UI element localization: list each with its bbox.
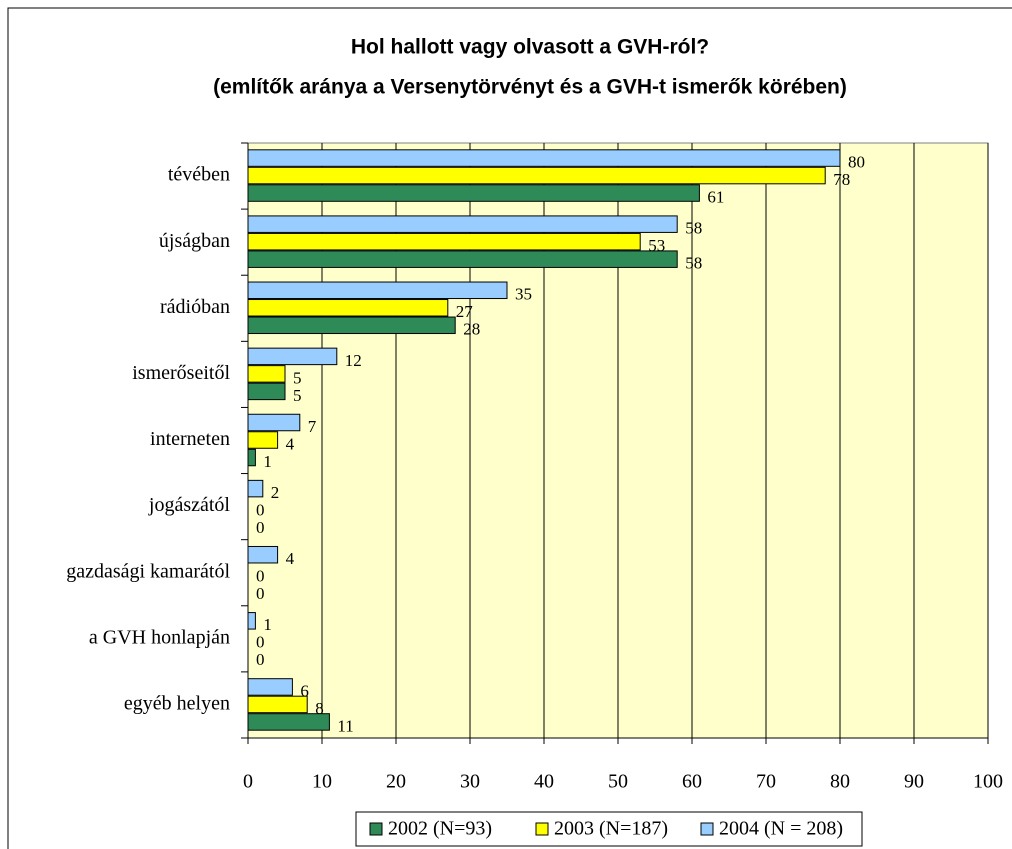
y-tick-label: a GVH honlapján xyxy=(89,626,230,648)
bar xyxy=(247,250,678,268)
bar xyxy=(247,281,508,300)
data-label: 0 xyxy=(256,584,265,603)
bar xyxy=(247,612,256,630)
data-label: 61 xyxy=(707,187,724,206)
bar xyxy=(247,713,330,731)
y-tick-label: interneten xyxy=(150,428,230,450)
bar xyxy=(247,382,286,401)
y-tick-label: rádióban xyxy=(160,296,230,318)
x-tick-label: 40 xyxy=(534,771,554,793)
data-label: 5 xyxy=(293,386,302,405)
legend-box xyxy=(355,811,863,847)
data-label: 27 xyxy=(456,302,474,321)
bar xyxy=(247,448,256,467)
bar xyxy=(247,215,678,233)
x-tick-label: 50 xyxy=(608,771,628,793)
x-tick-label: 30 xyxy=(460,771,480,793)
legend-label: 2004 (N = 208) xyxy=(719,818,843,840)
data-label: 4 xyxy=(286,434,295,453)
x-tick-label: 70 xyxy=(756,771,776,793)
x-tick-label: 100 xyxy=(973,771,1003,793)
data-label: 0 xyxy=(256,567,265,586)
data-label: 7 xyxy=(308,417,317,436)
data-label: 0 xyxy=(256,501,265,520)
x-tick-label: 10 xyxy=(312,771,332,793)
bar xyxy=(247,299,449,317)
data-label: 80 xyxy=(848,152,865,171)
data-label: 35 xyxy=(515,285,532,304)
y-tick-label: újságban xyxy=(159,230,230,252)
data-label: 12 xyxy=(345,351,362,370)
y-tick-label: tévében xyxy=(168,164,230,186)
bar xyxy=(247,184,700,202)
y-tick-label: ismerőseitől xyxy=(132,362,230,384)
legend-swatch xyxy=(535,822,549,836)
legend-swatch xyxy=(700,822,714,836)
data-label: 6 xyxy=(300,681,309,700)
data-label: 8 xyxy=(315,699,324,718)
data-label: 1 xyxy=(263,615,272,634)
data-label: 0 xyxy=(256,633,265,652)
x-tick-label: 60 xyxy=(682,771,702,793)
bar xyxy=(247,479,264,498)
data-label: 11 xyxy=(337,716,353,735)
bar xyxy=(247,166,826,185)
data-label: 78 xyxy=(833,170,850,189)
data-label: 0 xyxy=(256,650,265,669)
bar xyxy=(247,678,293,696)
data-label: 58 xyxy=(685,219,702,238)
y-tick-label: egyéb helyen xyxy=(124,693,230,715)
data-label: 4 xyxy=(286,549,295,568)
data-label: 1 xyxy=(263,452,272,471)
y-tick-label: jogászától xyxy=(148,494,231,516)
bar xyxy=(247,695,308,714)
bar xyxy=(247,413,301,432)
x-tick-label: 20 xyxy=(386,771,406,793)
chart-subtitle: (említők aránya a Versenytörvényt és a G… xyxy=(213,76,847,99)
legend-swatch xyxy=(369,822,383,836)
data-label: 5 xyxy=(293,368,302,387)
bar xyxy=(247,365,286,383)
x-tick-label: 0 xyxy=(243,771,253,793)
data-label: 0 xyxy=(256,518,265,537)
bar xyxy=(247,232,641,251)
x-tick-label: 80 xyxy=(830,771,850,793)
legend-label: 2002 (N=93) xyxy=(388,818,492,840)
data-label: 58 xyxy=(685,254,702,273)
bar xyxy=(247,347,338,366)
bar xyxy=(247,149,841,167)
x-tick-label: 90 xyxy=(904,771,924,793)
data-label: 28 xyxy=(463,320,480,339)
bar xyxy=(247,545,279,564)
data-label: 53 xyxy=(648,236,665,255)
data-label: 2 xyxy=(271,483,280,502)
bar xyxy=(247,316,456,335)
y-tick-label: gazdasági kamarától xyxy=(66,560,230,582)
legend-label: 2003 (N=187) xyxy=(554,818,668,840)
chart-title: Hol hallott vagy olvasott a GVH-ról? xyxy=(351,36,709,59)
bar xyxy=(247,431,279,449)
